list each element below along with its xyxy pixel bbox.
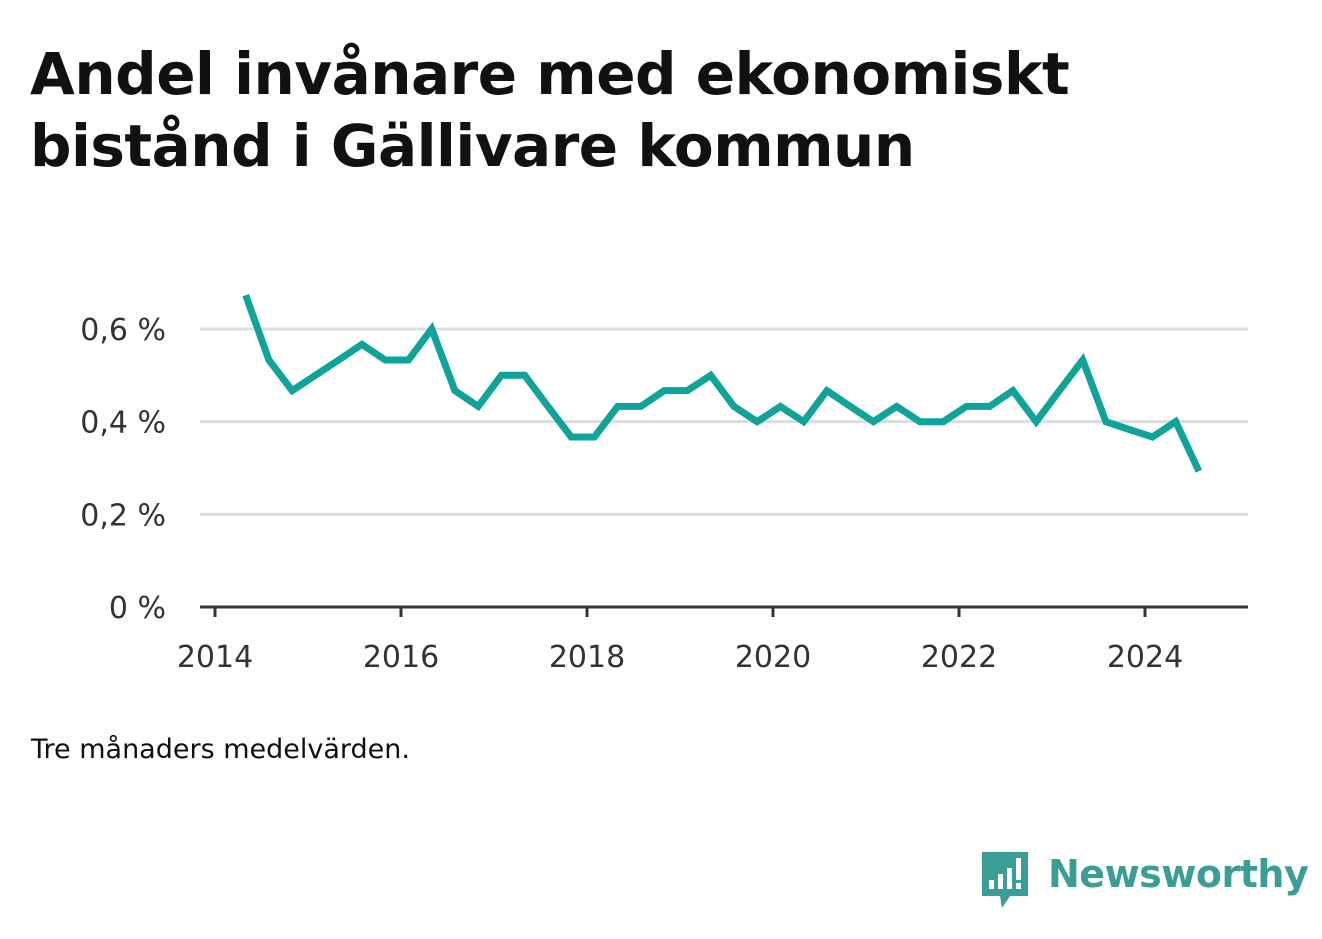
series-line — [242, 294, 1203, 473]
chart-title: Andel invånare med ekonomiskt bistånd i … — [30, 40, 1070, 180]
x-tick-label: 2022 — [921, 640, 997, 675]
series-layer — [242, 294, 1203, 473]
line-chart: 0 % 0,2 % 0,4 % 0,6 % 2014 2016 2018 2020 2022 20… — [80, 294, 1248, 675]
y-tick-label: 0 % — [109, 591, 166, 626]
newsworthy-logo-icon — [982, 852, 1028, 908]
x-tick-label: 2020 — [735, 640, 811, 675]
x-tick-label: 2016 — [363, 640, 439, 675]
x-tick-label: 2018 — [549, 640, 625, 675]
x-tick-label: 2024 — [1107, 640, 1183, 675]
footnote: Tre månaders medelvärden. — [31, 734, 410, 765]
y-tick-label: 0,2 % — [80, 498, 166, 533]
brand-logo[interactable]: Newsworthy — [980, 850, 1309, 910]
y-tick-label: 0,4 % — [80, 406, 166, 441]
brand-name: Newsworthy — [1048, 852, 1309, 896]
x-tick-label: 2014 — [177, 640, 253, 675]
axes: 0 % 0,2 % 0,4 % 0,6 % 2014 2016 2018 2020 2022 20… — [80, 313, 1248, 675]
y-tick-label: 0,6 % — [80, 313, 166, 348]
gridlines — [200, 327, 1248, 516]
